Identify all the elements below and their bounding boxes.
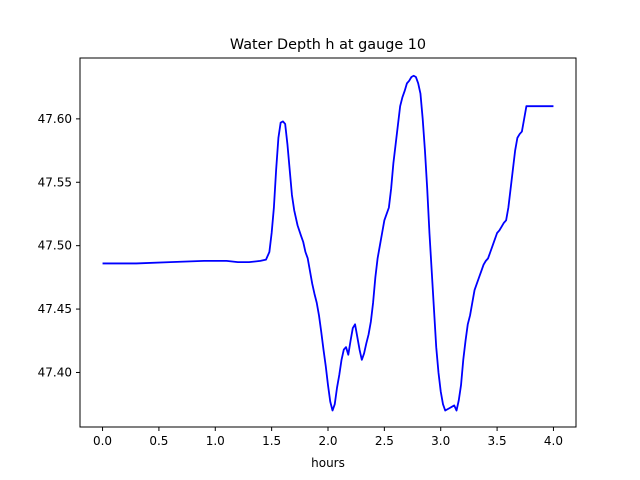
y-tick-label: 47.60: [38, 112, 72, 126]
y-axis-ticks: 47.40 47.45 47.50 47.55 47.60: [38, 112, 80, 379]
x-tick-label: 3.0: [431, 434, 450, 448]
y-tick-label: 47.45: [38, 302, 72, 316]
x-tick-label: 3.5: [488, 434, 507, 448]
y-tick-label: 47.55: [38, 175, 72, 189]
plot-layer: [102, 74, 554, 412]
x-tick-label: 0.0: [93, 434, 112, 448]
y-tick-label: 47.50: [38, 239, 72, 253]
x-tick-label: 1.0: [206, 434, 225, 448]
x-axis-ticks: 0.0 0.5 1.0 1.5 2.0 2.5 3.0 3.5 4.0: [93, 427, 563, 448]
x-tick-label: 2.5: [375, 434, 394, 448]
x-axis-label: hours: [311, 456, 345, 470]
chart-title: Water Depth h at gauge 10: [230, 37, 426, 53]
x-tick-label: 0.5: [149, 434, 168, 448]
y-tick-label: 47.40: [38, 365, 72, 379]
series-line-0: [102, 74, 554, 412]
x-tick-label: 1.5: [262, 434, 281, 448]
x-tick-label: 2.0: [318, 434, 337, 448]
x-tick-label: 4.0: [544, 434, 563, 448]
